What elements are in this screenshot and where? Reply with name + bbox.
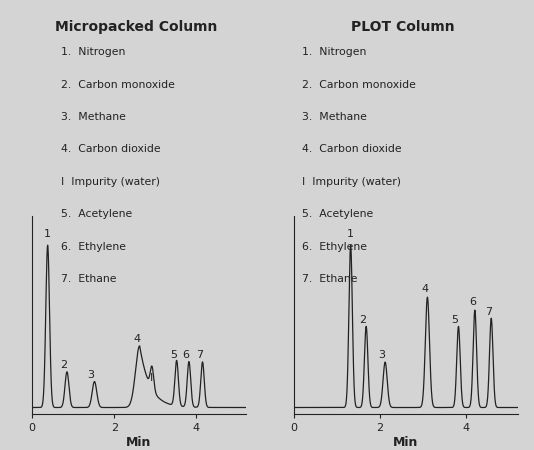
Text: 7: 7: [196, 351, 203, 360]
Text: 7: 7: [485, 306, 492, 317]
Text: 1.  Nitrogen: 1. Nitrogen: [61, 47, 126, 57]
Text: 2.  Carbon monoxide: 2. Carbon monoxide: [61, 80, 175, 90]
Text: 6: 6: [182, 351, 189, 360]
Text: 5: 5: [170, 351, 177, 360]
Text: 4: 4: [421, 284, 428, 294]
Text: 6.  Ethylene: 6. Ethylene: [61, 242, 127, 252]
Text: 7.  Ethane: 7. Ethane: [302, 274, 357, 284]
Text: Micropacked Column: Micropacked Column: [55, 20, 217, 34]
Text: 4: 4: [133, 334, 140, 344]
Text: 1.  Nitrogen: 1. Nitrogen: [302, 47, 366, 57]
Text: PLOT Column: PLOT Column: [351, 20, 455, 34]
Text: 1: 1: [347, 229, 354, 238]
Text: 2: 2: [359, 315, 366, 325]
Text: I  Impurity (water): I Impurity (water): [302, 177, 400, 187]
Text: 6: 6: [469, 297, 476, 307]
Text: 5: 5: [452, 315, 459, 325]
Text: 2: 2: [60, 360, 67, 370]
Text: 1: 1: [44, 229, 51, 238]
Text: 7.  Ethane: 7. Ethane: [61, 274, 117, 284]
Text: 3.  Methane: 3. Methane: [61, 112, 126, 122]
Text: I  Impurity (water): I Impurity (water): [61, 177, 160, 187]
Text: 2.  Carbon monoxide: 2. Carbon monoxide: [302, 80, 415, 90]
Text: 5.  Acetylene: 5. Acetylene: [302, 209, 373, 219]
Text: 3.  Methane: 3. Methane: [302, 112, 366, 122]
X-axis label: Min: Min: [393, 436, 419, 449]
Text: 4.  Carbon dioxide: 4. Carbon dioxide: [302, 144, 402, 154]
Text: 4.  Carbon dioxide: 4. Carbon dioxide: [61, 144, 161, 154]
X-axis label: Min: Min: [126, 436, 152, 449]
Text: 5.  Acetylene: 5. Acetylene: [61, 209, 132, 219]
Text: I: I: [150, 373, 153, 383]
Text: 3: 3: [378, 351, 385, 360]
Text: 3: 3: [87, 370, 95, 380]
Text: 6.  Ethylene: 6. Ethylene: [302, 242, 367, 252]
